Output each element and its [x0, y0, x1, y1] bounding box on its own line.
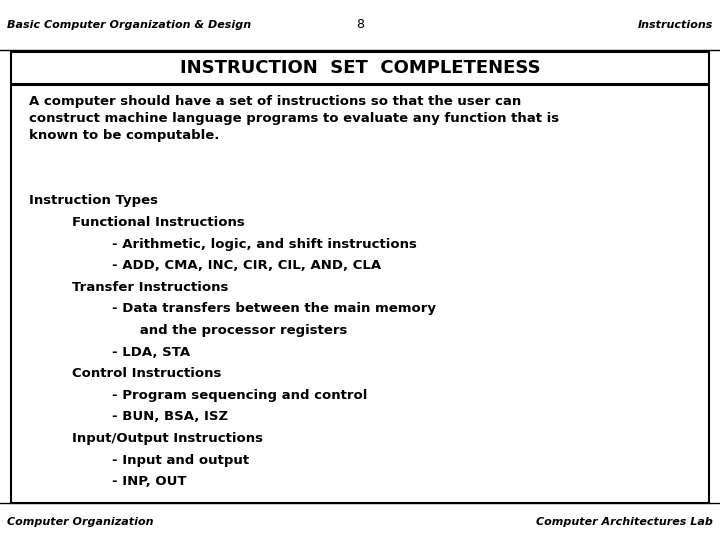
Text: - Arithmetic, logic, and shift instructions: - Arithmetic, logic, and shift instructi… [112, 238, 416, 251]
Text: 8: 8 [356, 18, 364, 31]
Text: Computer Organization: Computer Organization [7, 517, 153, 526]
Text: Computer Architectures Lab: Computer Architectures Lab [536, 517, 713, 526]
Text: Transfer Instructions: Transfer Instructions [72, 281, 228, 294]
Text: Control Instructions: Control Instructions [72, 367, 221, 380]
Text: Input/Output Instructions: Input/Output Instructions [72, 432, 263, 445]
Text: and the processor registers: and the processor registers [112, 324, 347, 337]
Text: Instructions: Instructions [637, 20, 713, 30]
Text: Functional Instructions: Functional Instructions [72, 216, 245, 229]
Text: - Program sequencing and control: - Program sequencing and control [112, 389, 367, 402]
Text: - ADD, CMA, INC, CIR, CIL, AND, CLA: - ADD, CMA, INC, CIR, CIL, AND, CLA [112, 259, 381, 272]
Text: Basic Computer Organization & Design: Basic Computer Organization & Design [7, 20, 251, 30]
FancyBboxPatch shape [11, 85, 709, 503]
Text: - Data transfers between the main memory: - Data transfers between the main memory [112, 302, 436, 315]
Text: Instruction Types: Instruction Types [29, 194, 158, 207]
Text: - BUN, BSA, ISZ: - BUN, BSA, ISZ [112, 410, 228, 423]
FancyBboxPatch shape [11, 52, 709, 84]
Text: - Input and output: - Input and output [112, 454, 248, 467]
Text: A computer should have a set of instructions so that the user can
construct mach: A computer should have a set of instruct… [29, 94, 559, 143]
Text: INSTRUCTION  SET  COMPLETENESS: INSTRUCTION SET COMPLETENESS [180, 59, 540, 77]
Text: - INP, OUT: - INP, OUT [112, 475, 186, 488]
Text: - LDA, STA: - LDA, STA [112, 346, 190, 359]
